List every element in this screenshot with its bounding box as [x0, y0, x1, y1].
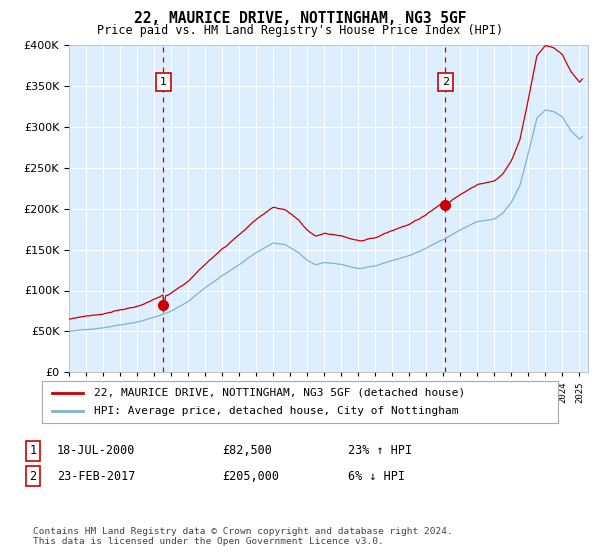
Text: 2: 2 — [29, 469, 37, 483]
Text: Price paid vs. HM Land Registry's House Price Index (HPI): Price paid vs. HM Land Registry's House … — [97, 24, 503, 36]
Text: £82,500: £82,500 — [222, 444, 272, 458]
Text: 2: 2 — [442, 77, 449, 87]
Text: 18-JUL-2000: 18-JUL-2000 — [57, 444, 136, 458]
Text: 1: 1 — [29, 444, 37, 458]
Text: HPI: Average price, detached house, City of Nottingham: HPI: Average price, detached house, City… — [94, 406, 458, 416]
Text: 1: 1 — [160, 77, 167, 87]
Text: 23% ↑ HPI: 23% ↑ HPI — [348, 444, 412, 458]
Text: 23-FEB-2017: 23-FEB-2017 — [57, 469, 136, 483]
Text: 22, MAURICE DRIVE, NOTTINGHAM, NG3 5GF (detached house): 22, MAURICE DRIVE, NOTTINGHAM, NG3 5GF (… — [94, 388, 465, 398]
Text: 22, MAURICE DRIVE, NOTTINGHAM, NG3 5GF: 22, MAURICE DRIVE, NOTTINGHAM, NG3 5GF — [134, 11, 466, 26]
Text: 6% ↓ HPI: 6% ↓ HPI — [348, 469, 405, 483]
Text: £205,000: £205,000 — [222, 469, 279, 483]
Text: Contains HM Land Registry data © Crown copyright and database right 2024.
This d: Contains HM Land Registry data © Crown c… — [33, 526, 453, 546]
